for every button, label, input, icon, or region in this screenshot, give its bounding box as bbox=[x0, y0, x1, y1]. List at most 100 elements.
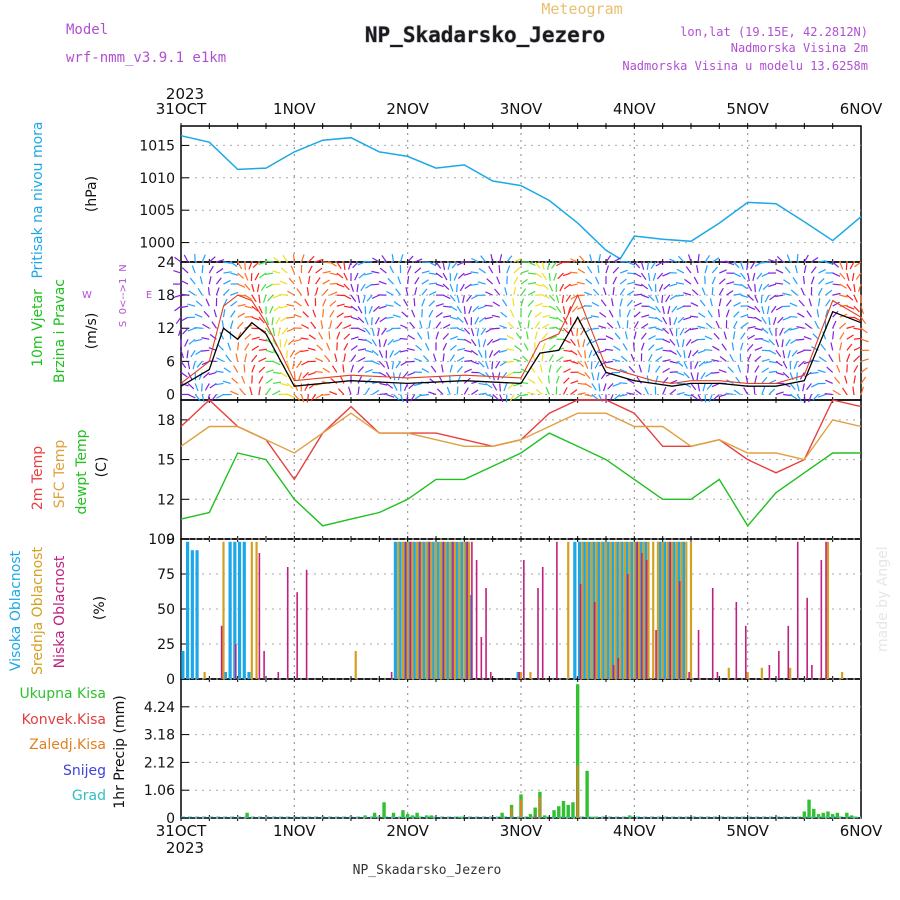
wind-barb bbox=[258, 366, 266, 373]
wind-barb bbox=[547, 261, 550, 270]
wind-barb bbox=[690, 383, 697, 391]
wind-barb bbox=[329, 261, 337, 267]
wind-barb bbox=[754, 338, 763, 340]
cloud-bar bbox=[458, 541, 461, 679]
wind-barb bbox=[612, 358, 621, 362]
wind-barb bbox=[760, 261, 769, 264]
wind-barb bbox=[195, 300, 203, 307]
wind-barb bbox=[632, 342, 635, 351]
cloud-bar bbox=[471, 541, 473, 679]
wind-barb bbox=[761, 386, 766, 395]
wind-barb bbox=[803, 336, 812, 340]
wind-barb bbox=[378, 360, 386, 368]
wind-barb bbox=[251, 305, 259, 312]
wind-barb bbox=[577, 382, 586, 385]
cloud-bar bbox=[416, 541, 419, 679]
wind-barb bbox=[655, 294, 659, 303]
wind-barb bbox=[600, 372, 607, 380]
wind-barb bbox=[287, 393, 295, 399]
wind-barb bbox=[817, 393, 826, 398]
wind-barb bbox=[747, 353, 752, 362]
wind-barb bbox=[656, 272, 664, 280]
wind-barb bbox=[693, 276, 699, 285]
wind-barb bbox=[188, 338, 196, 345]
wind-barb bbox=[372, 360, 380, 365]
wind-barb bbox=[182, 327, 189, 335]
wind-barb bbox=[655, 365, 661, 373]
wind-barb bbox=[499, 394, 504, 403]
wind-barb bbox=[360, 283, 366, 292]
wind-barb bbox=[337, 388, 345, 395]
wind-barb bbox=[772, 317, 777, 325]
wind-barb bbox=[726, 261, 735, 266]
pressure-y-tick-label: 1010 bbox=[139, 171, 175, 187]
wind-barb bbox=[386, 382, 394, 389]
wind-barb bbox=[389, 350, 395, 358]
wind-barb bbox=[598, 254, 601, 263]
temperature-series-dewpt-temp bbox=[180, 432, 861, 527]
wind-barb bbox=[482, 339, 487, 348]
wind-barb bbox=[205, 298, 210, 307]
wind-barb bbox=[230, 272, 239, 276]
wind-barb bbox=[252, 261, 260, 268]
wind-barb bbox=[223, 279, 231, 285]
cloud-y-tick-label: 50 bbox=[157, 602, 175, 618]
cloud-bar bbox=[619, 541, 622, 679]
wind-barb bbox=[386, 393, 395, 398]
wind-barb bbox=[428, 261, 437, 267]
cloud-bar bbox=[628, 541, 631, 679]
wind-barb bbox=[189, 277, 196, 285]
compass-n: N bbox=[118, 264, 129, 271]
wind-barb bbox=[449, 364, 453, 373]
wind-barb bbox=[209, 382, 217, 389]
cloud-bar bbox=[609, 541, 612, 679]
wind-barb bbox=[357, 261, 366, 266]
wind-barb bbox=[372, 371, 381, 374]
cloud-bar bbox=[669, 541, 672, 679]
wind-barb bbox=[391, 254, 395, 263]
wind-y-tick-label: 24 bbox=[157, 255, 175, 271]
wind-barb bbox=[548, 364, 552, 373]
wind-barb bbox=[272, 338, 278, 347]
wind-barb bbox=[791, 349, 798, 357]
cloud-bar bbox=[422, 541, 426, 679]
cloud-bar bbox=[519, 672, 523, 679]
wind-barb bbox=[457, 327, 465, 332]
plot-layer: 31OCT 31OCT 1NOV 1NOV 2NOV 2NOV 3NOV 3NOV 4NOV 4N… bbox=[139, 100, 883, 840]
wind-barb bbox=[793, 361, 798, 369]
cloud-bar bbox=[398, 541, 402, 679]
wind-barb bbox=[364, 316, 369, 325]
wind-barb bbox=[372, 257, 380, 263]
cloud-bar bbox=[806, 597, 808, 679]
wind-barb bbox=[541, 283, 549, 290]
wind-barb bbox=[350, 294, 357, 302]
wind-barb bbox=[570, 389, 578, 395]
wind-barb bbox=[754, 294, 759, 303]
wind-barb bbox=[650, 261, 657, 269]
wind-barb bbox=[407, 276, 410, 285]
wind-barb bbox=[435, 312, 443, 318]
wind-barb bbox=[555, 294, 560, 303]
precip-bar bbox=[812, 808, 816, 818]
wind-barb bbox=[671, 305, 678, 313]
wind-barb bbox=[391, 361, 395, 370]
wind-barb bbox=[577, 350, 583, 358]
wind-barb bbox=[421, 270, 430, 274]
wind-barb bbox=[676, 360, 684, 367]
wind-barb bbox=[180, 293, 189, 296]
wind-barb bbox=[853, 305, 860, 313]
wind-barb bbox=[852, 386, 855, 395]
wind-barb bbox=[687, 254, 692, 263]
cloud-bar bbox=[445, 541, 449, 679]
wind-barb bbox=[406, 394, 409, 403]
wind-barb bbox=[187, 361, 191, 370]
wind-barb bbox=[782, 350, 786, 359]
wind-barb bbox=[318, 332, 324, 340]
wind-barb bbox=[698, 312, 706, 318]
wind-barb bbox=[399, 337, 408, 340]
wind-barb bbox=[761, 358, 770, 362]
precip-bar bbox=[590, 816, 594, 818]
wind-barb bbox=[447, 261, 451, 270]
wind-barb bbox=[697, 325, 706, 329]
wind-y-tick-label: 6 bbox=[166, 354, 175, 370]
